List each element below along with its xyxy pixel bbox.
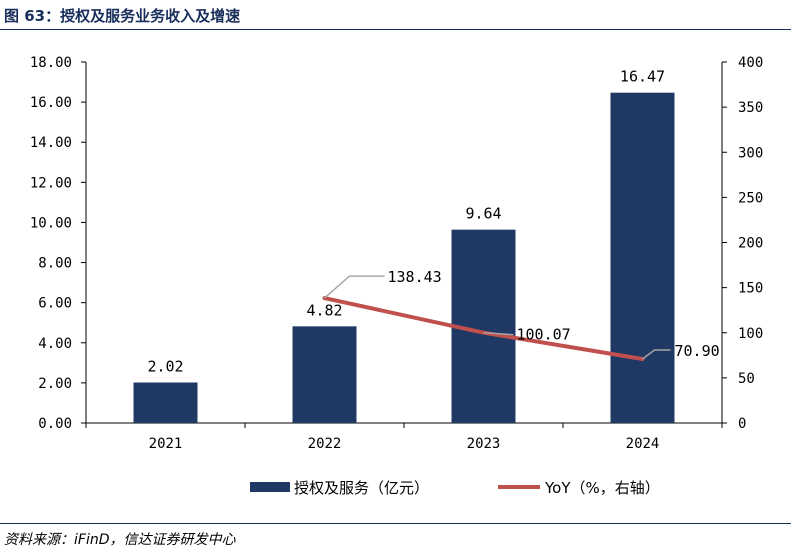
left-tick-label: 10.00 [30, 215, 72, 231]
left-tick-label: 4.00 [38, 336, 72, 352]
bar-value-label: 4.82 [306, 301, 342, 319]
bar-value-label: 16.47 [620, 68, 665, 86]
legend-line-label: YoY（%，右轴） [544, 479, 660, 497]
left-tick-label: 8.00 [38, 256, 72, 272]
right-axis: 0 50 100 150 200 250 300 350 400 [721, 55, 763, 432]
right-tick-label: 300 [738, 145, 763, 161]
legend-bar-swatch [250, 482, 290, 492]
right-tick-label: 0 [738, 416, 746, 432]
figure-title: 图 63：授权及服务业务收入及增速 [4, 7, 241, 25]
x-tick-label: 2023 [467, 436, 501, 452]
title-rule [0, 29, 791, 30]
data-labels: 2.02 4.82 9.64 16.47 138.43 100.07 70.90 [147, 68, 719, 376]
left-tick-label: 2.00 [38, 376, 72, 392]
legend-bar-label: 授权及服务（亿元） [294, 479, 429, 497]
source-note: 资料来源：iFinD，信达证券研发中心 [4, 532, 236, 548]
left-tick-label: 14.00 [30, 135, 72, 151]
right-tick-label: 350 [738, 100, 763, 116]
left-tick-label: 12.00 [30, 175, 72, 191]
leader-line [642, 349, 671, 360]
left-tick-label: 6.00 [38, 296, 72, 312]
bar-value-label: 2.02 [147, 357, 183, 375]
x-tick-label: 2021 [149, 436, 183, 452]
bar [292, 326, 357, 423]
leader-line [483, 331, 514, 336]
x-tick-label: 2024 [626, 436, 660, 452]
left-tick-label: 0.00 [38, 416, 72, 432]
right-tick-label: 250 [738, 190, 763, 206]
right-tick-label: 100 [738, 326, 763, 342]
left-tick-label: 18.00 [30, 55, 72, 71]
legend: 授权及服务（亿元） YoY（%，右轴） [250, 479, 660, 497]
x-tick-label: 2022 [308, 436, 342, 452]
bar [133, 382, 198, 423]
bar-value-label: 9.64 [465, 205, 501, 223]
yoy-value-label: 100.07 [517, 326, 571, 344]
bar [610, 92, 675, 423]
source-rule [0, 523, 791, 524]
right-tick-label: 200 [738, 236, 763, 252]
x-axis: 2021 2022 2023 2024 [85, 422, 723, 452]
left-axis: 0.00 2.00 4.00 6.00 8.00 10.00 12.00 14.00 16.00… [30, 55, 87, 432]
yoy-value-label: 138.43 [388, 268, 442, 286]
bar-series [133, 92, 675, 423]
left-tick-label: 16.00 [30, 95, 72, 111]
leader-line [324, 275, 385, 299]
right-tick-label: 50 [738, 371, 755, 387]
right-tick-label: 400 [738, 55, 763, 71]
right-tick-label: 150 [738, 281, 763, 297]
yoy-value-label: 70.90 [675, 342, 720, 360]
